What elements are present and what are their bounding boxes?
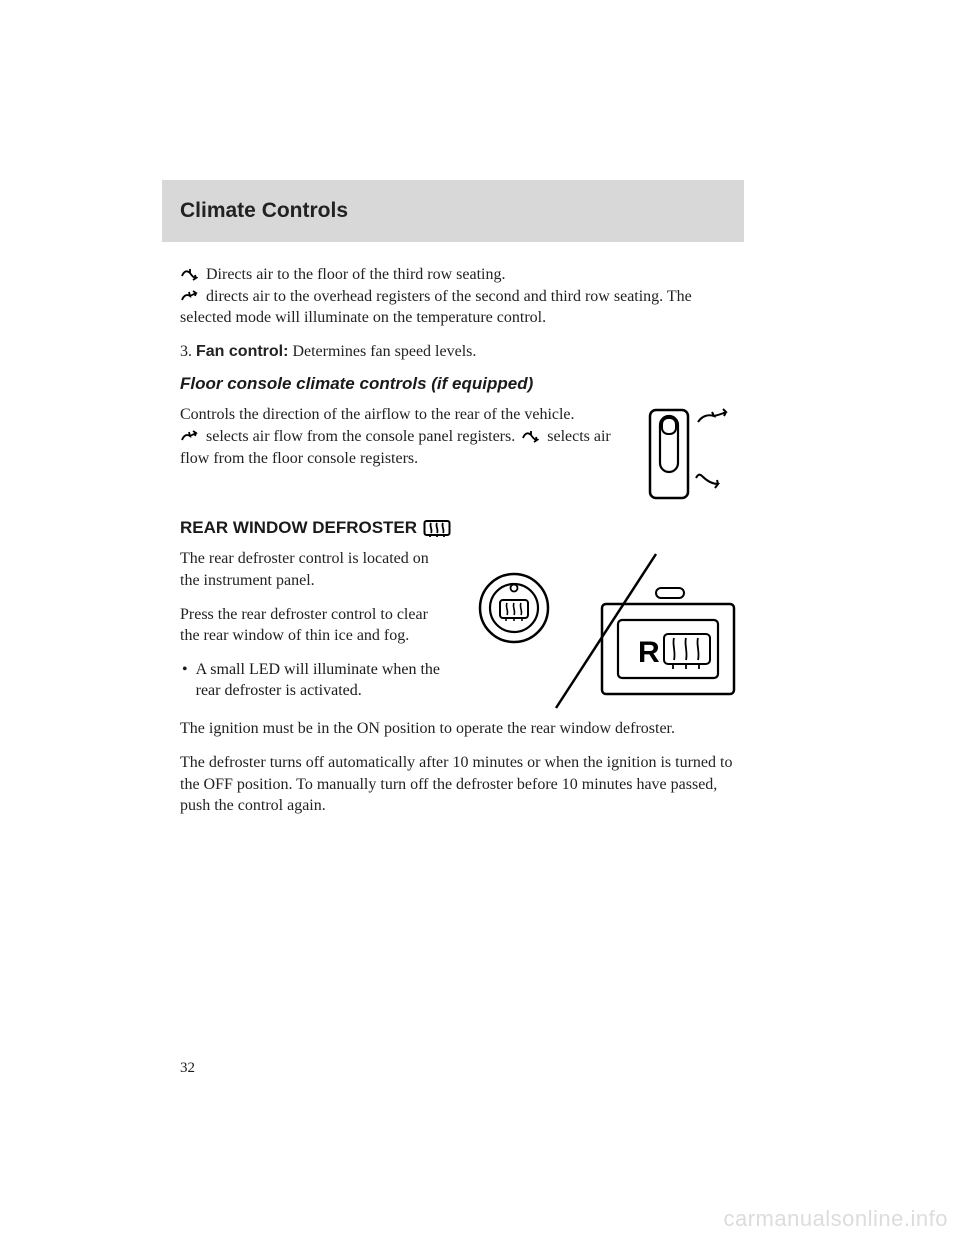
watermark: carmanualsonline.info — [723, 1206, 948, 1232]
rd-bullet-text: A small LED will illuminate when the rea… — [196, 659, 450, 702]
floor-console-heading: Floor console climate controls (if equip… — [180, 374, 740, 394]
fan-label: Fan control: — [196, 343, 288, 360]
intro-paragraph: Directs air to the floor of the third ro… — [180, 264, 740, 329]
floor-console-row: Controls the direction of the airflow to… — [180, 404, 740, 504]
rd-bullet: • A small LED will illuminate when the r… — [180, 659, 450, 702]
page-number: 32 — [180, 1060, 195, 1077]
floor-console-text: Controls the direction of the airflow to… — [180, 404, 620, 504]
rd-p4: The defroster turns off automatically af… — [180, 752, 740, 817]
fan-text: Determines fan speed levels. — [288, 343, 476, 360]
rd-p2: Press the rear defroster control to clea… — [180, 604, 450, 647]
fan-num: 3. — [180, 343, 192, 360]
floor-vent-icon — [180, 267, 198, 281]
panel-vent-icon — [180, 429, 198, 443]
intro-floor-text: Directs air to the floor of the third ro… — [206, 266, 505, 283]
rear-defroster-heading-text: REAR WINDOW DEFROSTER — [180, 518, 417, 538]
page: Climate Controls Directs air to the floo… — [0, 0, 960, 1242]
section-header: Climate Controls — [162, 180, 744, 242]
rd-p3: The ignition must be in the ON position … — [180, 718, 740, 740]
rear-defroster-row: The rear defroster control is located on… — [180, 548, 740, 718]
fc-p1a: Controls the direction of the airflow to… — [180, 406, 575, 423]
overhead-vent-icon — [180, 289, 198, 303]
intro-overhead-text: directs air to the overhead registers of… — [180, 288, 692, 327]
fan-control-line: 3. Fan control: Determines fan speed lev… — [180, 341, 740, 363]
fc-p1b-pre: selects air flow from the console panel … — [206, 428, 515, 445]
defrost-symbol-icon — [423, 518, 451, 538]
bullet-dot: • — [180, 659, 188, 702]
body-content: Directs air to the floor of the third ro… — [180, 264, 740, 829]
defroster-diagram: R — [470, 548, 740, 718]
section-title: Climate Controls — [180, 199, 348, 223]
r-label: R — [638, 636, 660, 669]
slider-diagram — [640, 404, 740, 504]
rear-defroster-heading: REAR WINDOW DEFROSTER — [180, 518, 740, 538]
rear-defroster-text: The rear defroster control is located on… — [180, 548, 450, 718]
floor-vent-icon-2 — [521, 429, 539, 443]
rd-p1: The rear defroster control is located on… — [180, 548, 450, 591]
